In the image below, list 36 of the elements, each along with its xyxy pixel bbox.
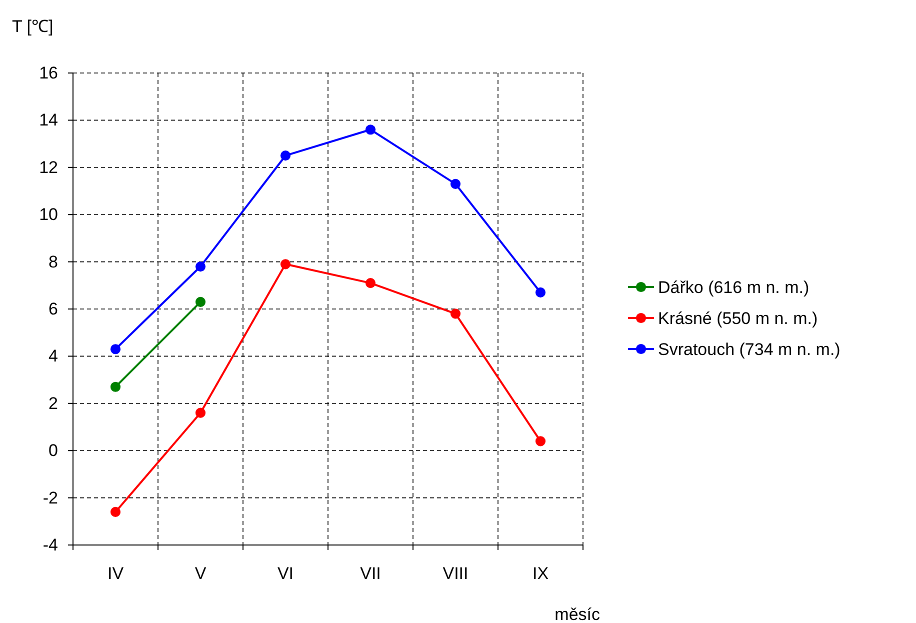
x-tick-label: VI bbox=[277, 564, 294, 584]
point bbox=[195, 296, 206, 307]
y-tick-label: 6 bbox=[48, 299, 58, 318]
point bbox=[195, 408, 206, 418]
y-tick-label: 4 bbox=[48, 346, 58, 366]
legend-label: Krásné (550 m n. m.) bbox=[658, 309, 818, 328]
point bbox=[365, 124, 376, 135]
y-axis-title: T [℃] bbox=[12, 17, 54, 36]
y-tick-label: -2 bbox=[42, 488, 58, 508]
y-tick-label: 16 bbox=[39, 63, 58, 82]
point bbox=[450, 178, 461, 189]
y-tick-label: 2 bbox=[48, 394, 58, 413]
x-tick-label: IV bbox=[107, 564, 124, 584]
y-tick-label: 10 bbox=[39, 205, 58, 224]
y-tick-label: 0 bbox=[48, 441, 58, 460]
point bbox=[535, 436, 546, 446]
point bbox=[280, 150, 291, 161]
y-tick-label: 8 bbox=[48, 252, 58, 272]
x-tick-label: V bbox=[194, 564, 207, 584]
point bbox=[110, 382, 121, 392]
point bbox=[110, 344, 121, 354]
legend-label: Svratouch (734 m n. m.) bbox=[658, 340, 840, 359]
y-tick-label: 12 bbox=[39, 158, 58, 177]
point bbox=[365, 278, 376, 288]
x-tick-label: VII bbox=[360, 564, 381, 584]
point bbox=[535, 287, 546, 298]
x-tick-label: VIII bbox=[442, 564, 468, 584]
x-tick-label: IX bbox=[532, 564, 549, 584]
point bbox=[110, 506, 121, 517]
y-tick-label: -4 bbox=[42, 535, 58, 554]
point bbox=[450, 308, 461, 319]
y-tick-label: 14 bbox=[39, 110, 58, 130]
legend-label: Dářko (616 m n. m.) bbox=[658, 278, 810, 297]
point bbox=[195, 261, 206, 272]
x-axis-title: měsíc bbox=[554, 605, 600, 623]
point bbox=[280, 259, 291, 270]
